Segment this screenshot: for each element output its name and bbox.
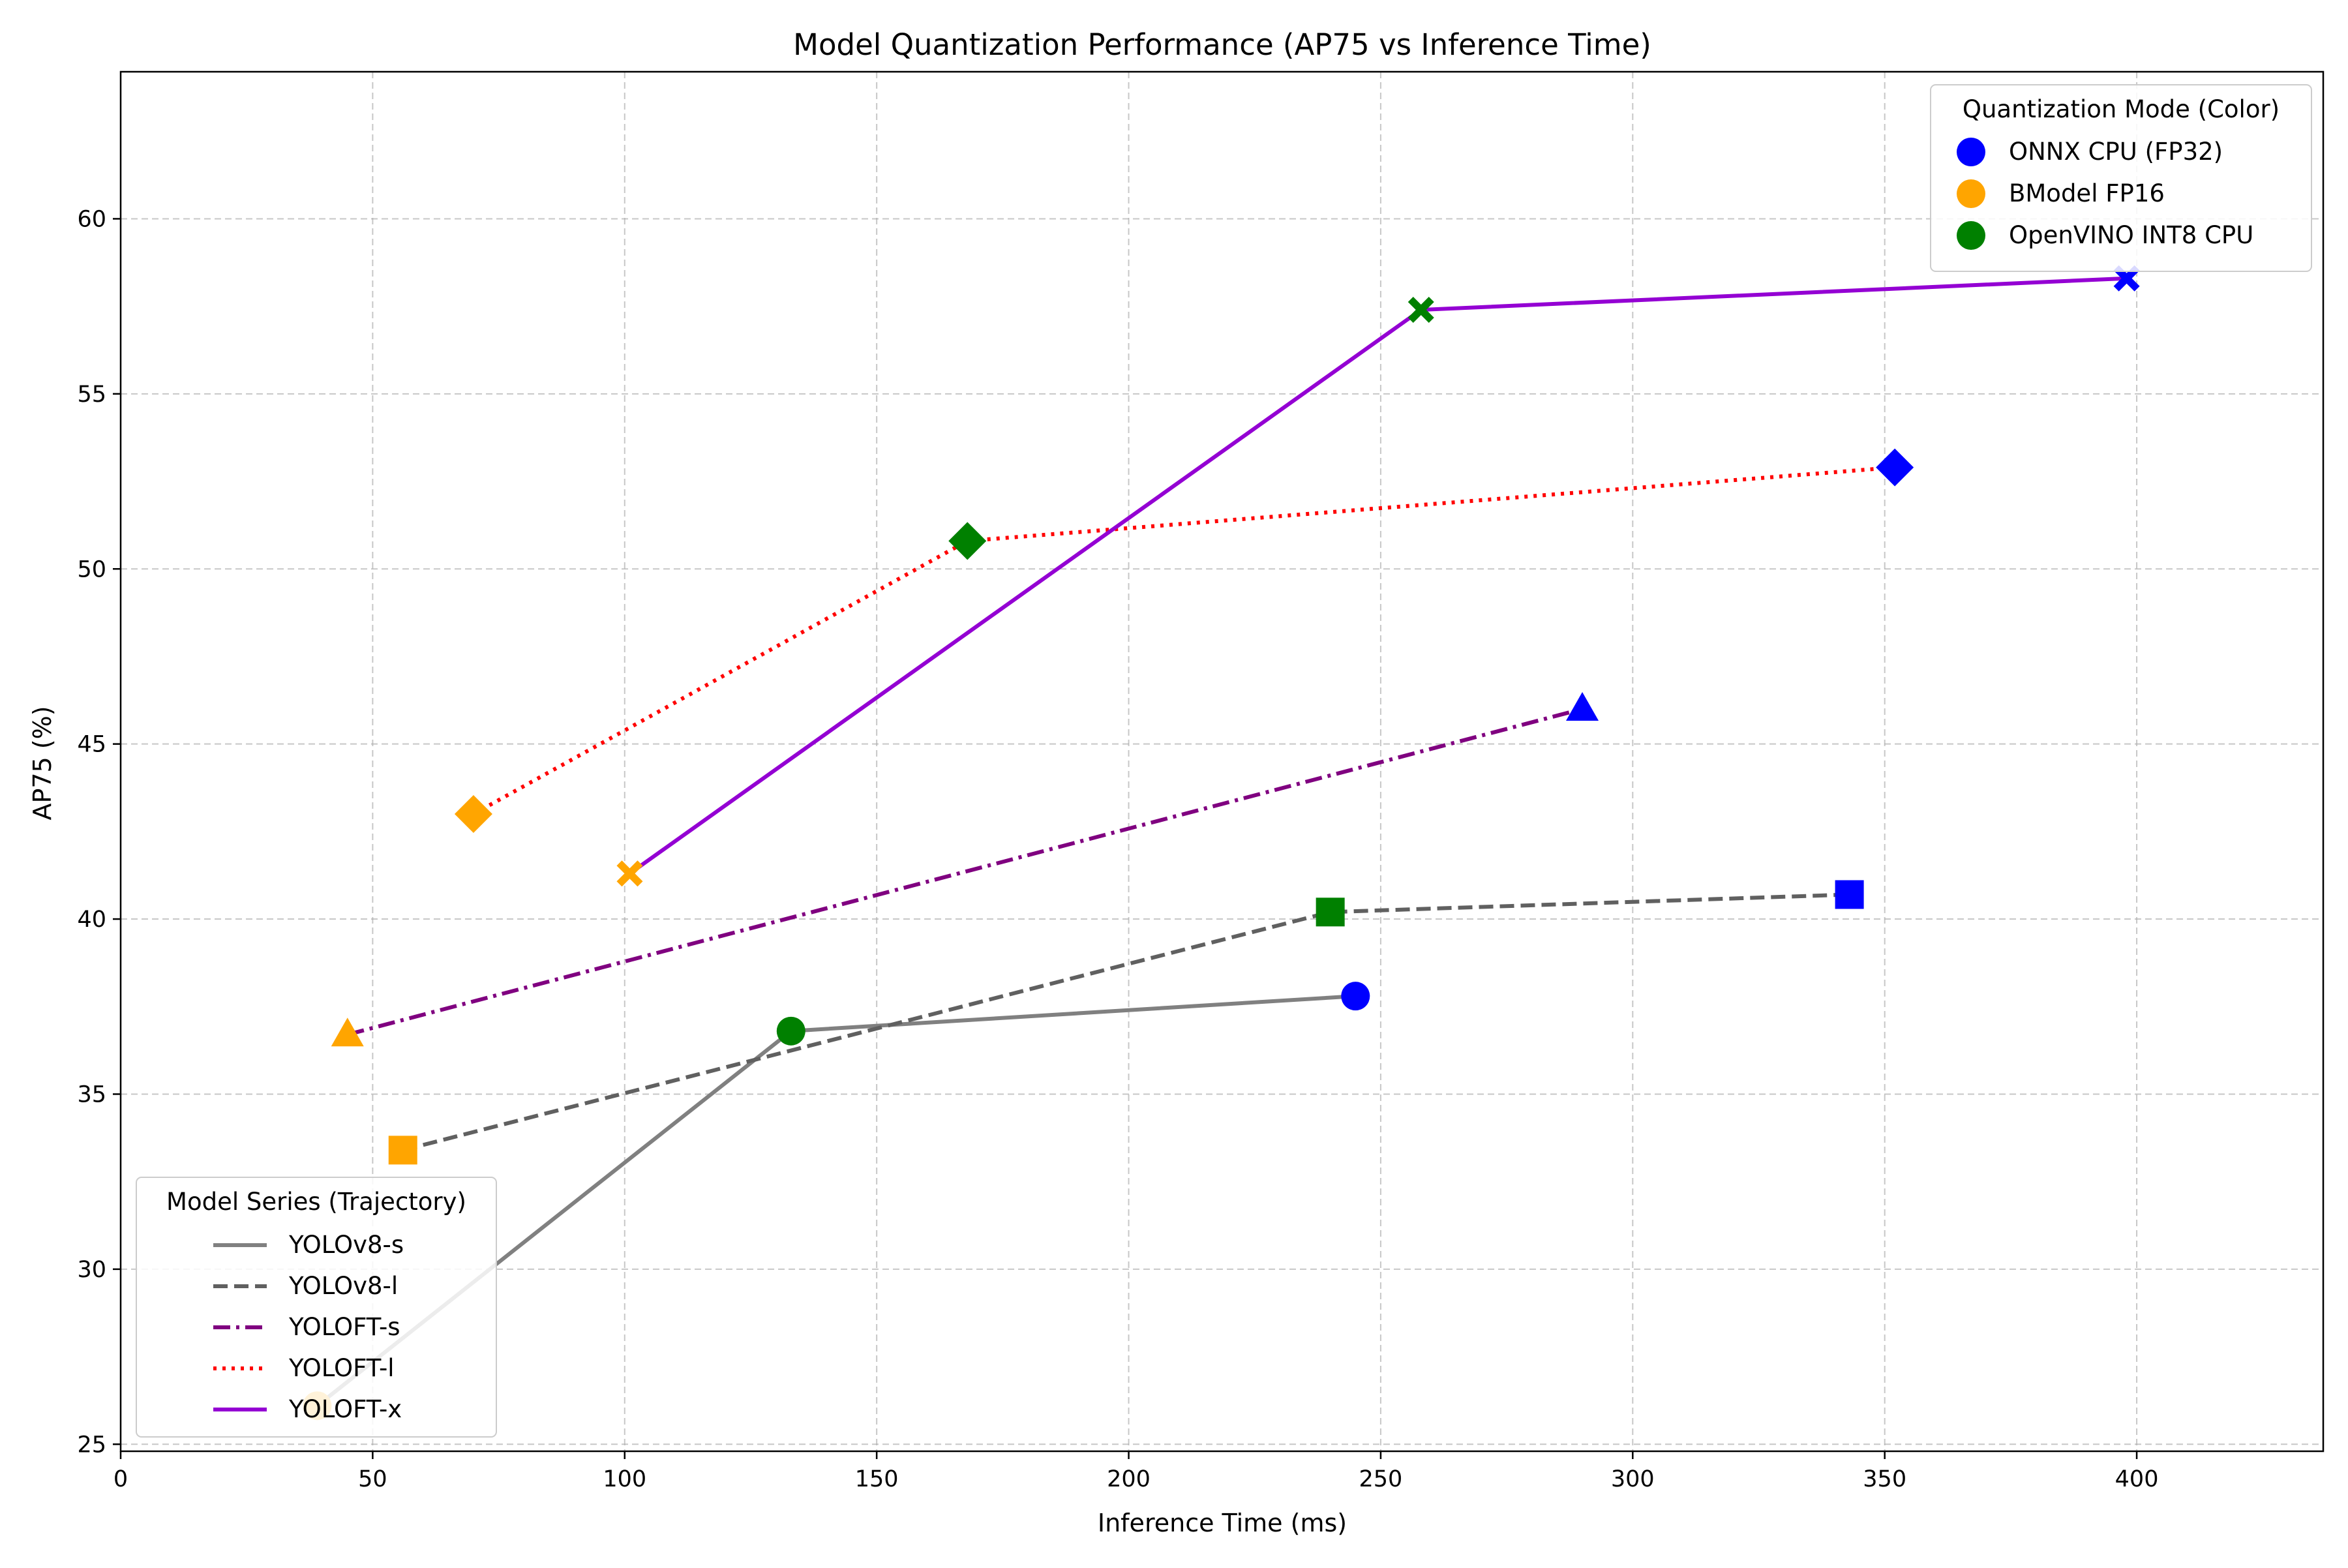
legend-frame <box>1930 84 2312 272</box>
legend-label: YOLOFT-x <box>288 1395 402 1423</box>
data-point <box>1876 448 1914 487</box>
x-tick-label: 150 <box>855 1466 899 1492</box>
y-axis-label: AP75 (%) <box>28 706 57 820</box>
legend-label: BModel FP16 <box>2009 179 2165 207</box>
legend-label: YOLOv8-l <box>288 1272 398 1300</box>
legend-swatch <box>1957 179 1985 208</box>
y-tick-label: 30 <box>77 1257 106 1283</box>
legend-label: YOLOv8-s <box>288 1231 404 1259</box>
legend-label: ONNX CPU (FP32) <box>2009 138 2223 166</box>
data-point <box>1341 982 1370 1011</box>
y-tick-label: 55 <box>77 382 106 408</box>
data-point <box>388 1136 417 1165</box>
data-point <box>948 522 987 560</box>
legend-swatch <box>1957 221 1985 250</box>
series-legend: Model Series (Trajectory) YOLOv8-s YOLOv8-… <box>136 1177 497 1438</box>
data-point <box>1316 897 1345 927</box>
legend-label: YOLOFT-l <box>288 1354 395 1382</box>
legend-label: YOLOFT-s <box>288 1313 400 1341</box>
y-tick-label: 25 <box>77 1432 106 1458</box>
x-tick-label: 100 <box>603 1466 646 1492</box>
x-tick-label: 250 <box>1359 1466 1403 1492</box>
y-tick-label: 35 <box>77 1081 106 1108</box>
series-line-yoloft-s <box>346 707 1583 1037</box>
legend-label: OpenVINO INT8 CPU <box>2009 221 2253 249</box>
data-point <box>776 1016 805 1046</box>
x-tick-label: 200 <box>1107 1466 1151 1492</box>
series-line-yolov8-l <box>402 892 1850 1153</box>
x-tick-label: 350 <box>1863 1466 1906 1492</box>
data-point <box>1835 880 1864 909</box>
plot-frame <box>119 70 2325 1453</box>
data-point <box>454 795 492 834</box>
y-tick-label: 45 <box>77 732 106 758</box>
data-point <box>1407 297 1434 324</box>
color-legend: Quantization Mode (Color) ONNX CPU (FP32)… <box>1930 84 2312 272</box>
data-point <box>616 860 643 887</box>
data-point <box>1566 691 1599 721</box>
data-point <box>331 1018 364 1047</box>
x-tick-label: 300 <box>1611 1466 1655 1492</box>
legend-title: Quantization Mode (Color) <box>1963 95 2280 123</box>
x-axis-label: Inference Time (ms) <box>1098 1509 1347 1537</box>
x-tick-label: 400 <box>2115 1466 2159 1492</box>
legend-title: Model Series (Trajectory) <box>166 1188 466 1216</box>
legend-frame <box>136 1177 497 1438</box>
chart-title: Model Quantization Performance (AP75 vs … <box>793 27 1651 62</box>
y-tick-label: 40 <box>77 907 106 933</box>
y-tick-label: 60 <box>77 206 106 232</box>
y-tick-label: 50 <box>77 556 106 582</box>
x-tick-label: 50 <box>358 1466 387 1492</box>
x-tick-label: 0 <box>113 1466 128 1492</box>
legend-swatch <box>1957 138 1985 166</box>
